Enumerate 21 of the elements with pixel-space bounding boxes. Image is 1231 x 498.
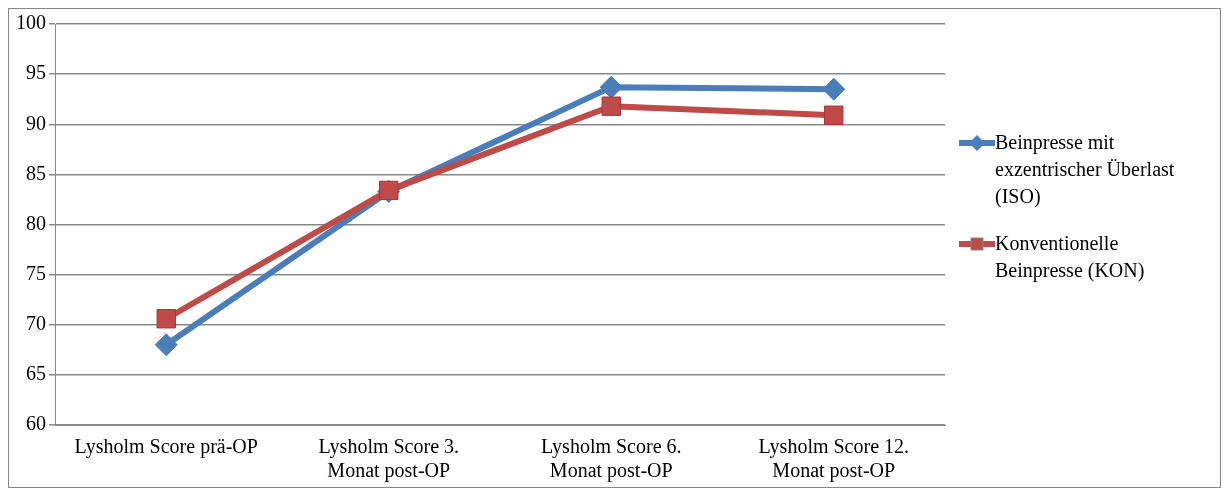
x-tick-label: Lysholm Score 12. Monat post-OP (758, 435, 910, 483)
point (156, 309, 176, 329)
point (154, 333, 178, 357)
y-tick-label: 85 (26, 161, 46, 184)
legend-label: Konventionelle Beinpresse (KON) (995, 231, 1146, 284)
point (824, 105, 844, 125)
y-tick-label: 75 (26, 261, 46, 284)
x-tick-label: Lysholm Score prä-OP (74, 435, 258, 459)
point (601, 96, 621, 116)
y-tick-label: 65 (26, 362, 46, 385)
y-tick-label: 95 (26, 61, 46, 84)
x-tick-label: Lysholm Score 6. Monat post-OP (540, 435, 682, 483)
legend-label: Beinpresse mit exzentrischer Überlast (ISO) (995, 130, 1176, 210)
y-tick-label: 60 (26, 412, 46, 435)
y-tick-label: 80 (26, 211, 46, 234)
y-tick-label: 90 (26, 111, 46, 134)
point (599, 75, 623, 99)
x-tick-label: Lysholm Score 3. Monat post-OP (318, 435, 460, 483)
y-tick-label: 70 (26, 312, 46, 334)
point (822, 77, 846, 101)
y-tick-label: 100 (16, 11, 46, 34)
